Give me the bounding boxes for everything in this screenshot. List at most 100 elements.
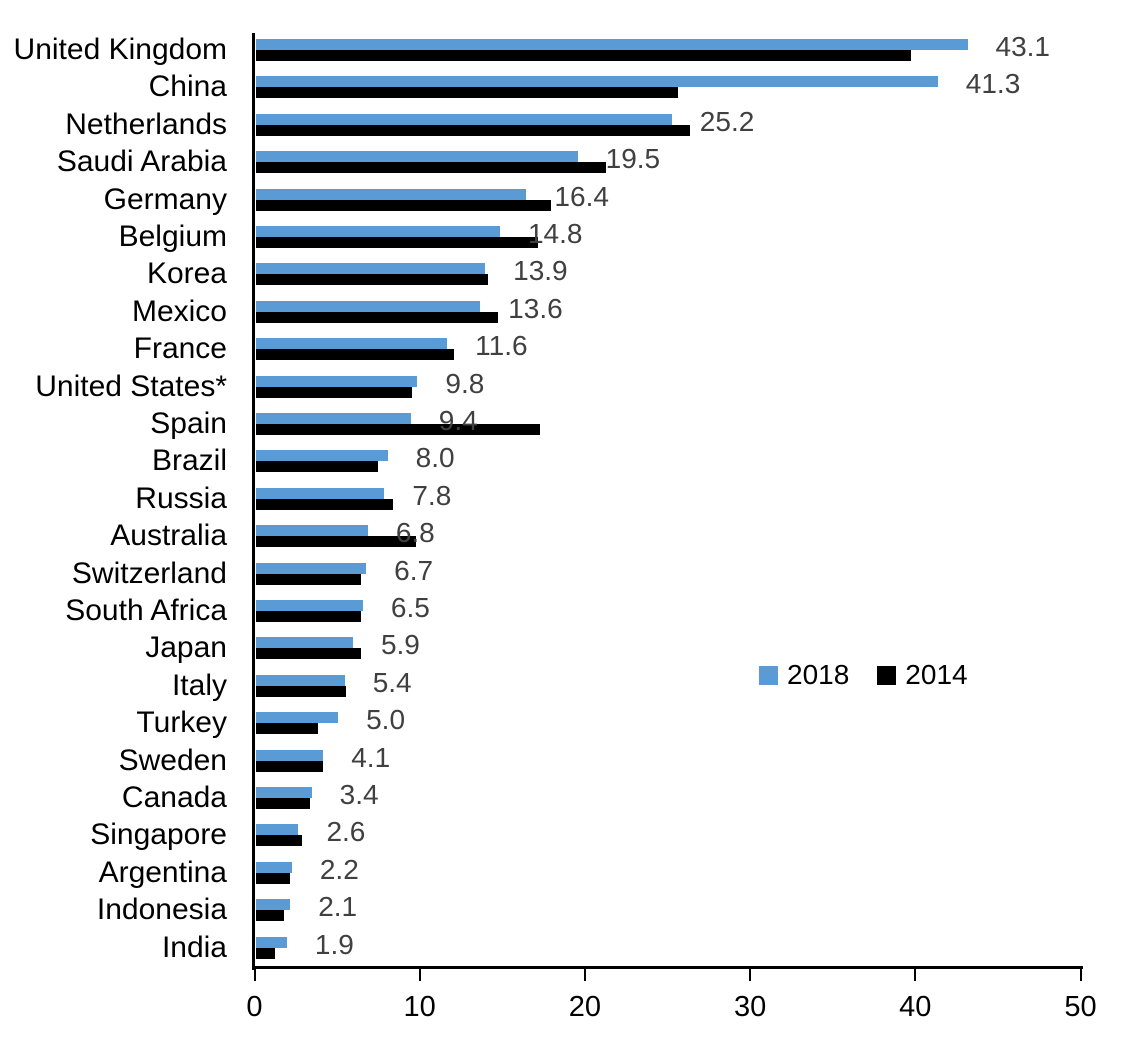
bar-2014-united-kingdom	[255, 50, 912, 61]
category-label-france: France	[133, 332, 227, 366]
category-label-germany: Germany	[103, 182, 227, 216]
bar-2014-japan	[255, 648, 362, 660]
bar-2014-china	[255, 87, 679, 99]
value-label-belgium: 14.8	[527, 218, 583, 249]
bar-2014-united-states	[255, 386, 413, 398]
value-label-saudi-arabia: 19.5	[605, 143, 661, 175]
legend-swatch-2014	[877, 665, 897, 685]
bar-2014-switzerland	[255, 573, 362, 585]
bar-2018-belgium	[255, 226, 500, 237]
bar-2018-singapore	[255, 824, 299, 836]
bar-2014-belgium	[255, 237, 538, 248]
legend: 2018 2014	[759, 661, 968, 689]
legend-label-2014: 2014	[905, 659, 968, 690]
category-label-spain: Spain	[150, 407, 227, 440]
category-label-united-kingdom: United Kingdom	[13, 33, 227, 66]
value-label-spain: 9.4	[438, 405, 478, 436]
bar-2014-singapore	[255, 835, 302, 847]
legend-item-2018: 2018	[759, 661, 849, 689]
bar-2018-sweden	[255, 749, 324, 761]
value-label-switzerland: 6.7	[394, 554, 434, 586]
bar-2018-mexico	[255, 300, 481, 312]
bar-2014-france	[255, 349, 454, 361]
value-label-france: 11.6	[475, 330, 528, 362]
value-label-united-states: 9.8	[445, 367, 485, 399]
value-label-russia: 7.8	[412, 479, 452, 511]
category-label-korea: Korea	[146, 257, 227, 291]
bar-2014-india	[255, 947, 276, 959]
bar-2018-italy	[255, 674, 345, 686]
category-label-singapore: Singapore	[90, 818, 227, 852]
bar-2018-india	[255, 936, 287, 948]
value-label-indonesia: 2.1	[318, 891, 358, 923]
value-label-united-kingdom: 43.1	[995, 31, 1051, 62]
bar-2018-japan	[255, 637, 353, 649]
category-label-canada: Canada	[121, 781, 227, 814]
bar-2014-germany	[255, 199, 552, 211]
bar-2018-canada	[255, 787, 312, 798]
legend-swatch-2018	[759, 665, 778, 685]
value-label-singapore: 2.6	[326, 816, 366, 848]
legend-label-2018: 2018	[787, 659, 850, 690]
legend-item-2014: 2014	[877, 659, 968, 690]
bar-2018-united-kingdom	[255, 39, 968, 50]
bar-2014-indonesia	[255, 910, 284, 922]
y-axis-line	[252, 33, 255, 970]
bar-2018-saudi-arabia	[255, 151, 578, 163]
bar-2018-korea	[255, 263, 486, 275]
category-label-belgium: Belgium	[118, 220, 227, 253]
bar-2014-korea	[255, 274, 489, 286]
bar-2018-turkey	[255, 712, 339, 724]
category-label-china: China	[148, 70, 227, 104]
bar-2014-saudi-arabia	[255, 162, 606, 174]
x-tick-40	[914, 969, 917, 981]
bar-2014-turkey	[255, 723, 319, 735]
value-label-canada: 3.4	[339, 779, 379, 810]
x-tick-20	[583, 969, 586, 981]
bar-2018-australia	[255, 525, 368, 537]
bar-2018-france	[255, 338, 448, 350]
category-label-indonesia: Indonesia	[96, 893, 227, 927]
bar-2018-china	[255, 76, 938, 88]
bar-2018-argentina	[255, 861, 292, 873]
value-label-turkey: 5.0	[366, 704, 406, 736]
category-label-sweden: Sweden	[118, 743, 227, 777]
bar-2018-switzerland	[255, 562, 367, 574]
bar-2018-germany	[255, 188, 527, 200]
value-label-argentina: 2.2	[319, 853, 359, 885]
category-label-india: India	[161, 930, 227, 964]
x-tick-label-50: 50	[1064, 991, 1097, 1023]
category-label-russia: Russia	[135, 481, 227, 515]
value-label-sweden: 4.1	[351, 741, 391, 773]
x-tick-label-20: 20	[568, 991, 602, 1023]
x-tick-10	[418, 969, 421, 981]
bar-2014-netherlands	[255, 124, 690, 136]
category-label-switzerland: Switzerland	[71, 556, 227, 590]
value-label-mexico: 13.6	[508, 292, 563, 324]
value-label-china: 41.3	[965, 68, 1021, 100]
category-label-mexico: Mexico	[131, 294, 227, 328]
x-tick-50	[1079, 969, 1082, 981]
bar-2014-south-africa	[255, 611, 362, 622]
x-axis-line	[252, 966, 1083, 969]
x-tick-0	[253, 969, 256, 981]
category-label-argentina: Argentina	[98, 855, 227, 889]
category-label-netherlands: Netherlands	[65, 107, 227, 141]
x-tick-label-0: 0	[246, 991, 263, 1023]
bar-2018-united-states	[255, 375, 418, 387]
bar-2014-argentina	[255, 872, 291, 884]
x-tick-label-40: 40	[899, 991, 932, 1023]
value-label-australia: 6.8	[395, 517, 435, 549]
category-label-south-africa: South Africa	[65, 594, 227, 627]
value-label-germany: 16.4	[554, 180, 609, 212]
value-label-south-africa: 6.5	[390, 592, 430, 623]
bar-2018-south-africa	[255, 600, 363, 611]
bar-2014-australia	[255, 536, 416, 548]
bar-2014-brazil	[255, 461, 378, 473]
bar-2014-canada	[255, 798, 311, 809]
category-label-japan: Japan	[145, 631, 227, 665]
category-label-italy: Italy	[171, 668, 227, 702]
category-label-saudi-arabia: Saudi Arabia	[56, 145, 227, 179]
